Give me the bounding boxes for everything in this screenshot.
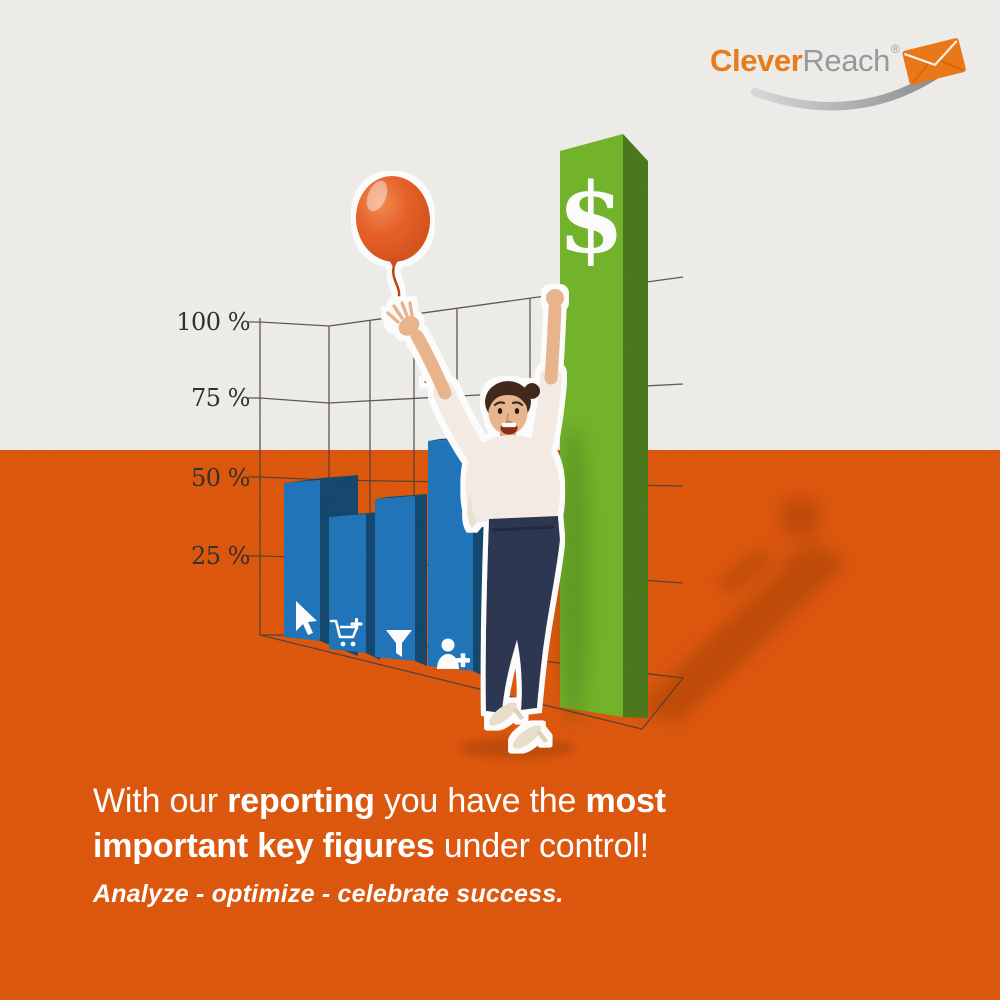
caption-headline: With our reporting you have the most imp… xyxy=(93,779,853,869)
caption-seg-5: important key figures xyxy=(93,827,435,865)
caption-seg-4: most xyxy=(585,782,666,820)
caption-seg-1: With our xyxy=(93,782,228,820)
caption-seg-6: under control! xyxy=(434,827,649,865)
registered-mark: ® xyxy=(891,42,900,56)
caption-tagline: Analyze - optimize - celebrate success. xyxy=(93,880,564,908)
caption: With our reporting you have the most imp… xyxy=(93,779,853,909)
caption-seg-3: you have the xyxy=(374,782,586,820)
brand-logo: CleverReach® xyxy=(710,42,900,79)
brand-name-bold: Clever xyxy=(710,43,803,78)
caption-seg-2: reporting xyxy=(227,782,375,820)
brand-name-regular: Reach xyxy=(802,43,891,78)
